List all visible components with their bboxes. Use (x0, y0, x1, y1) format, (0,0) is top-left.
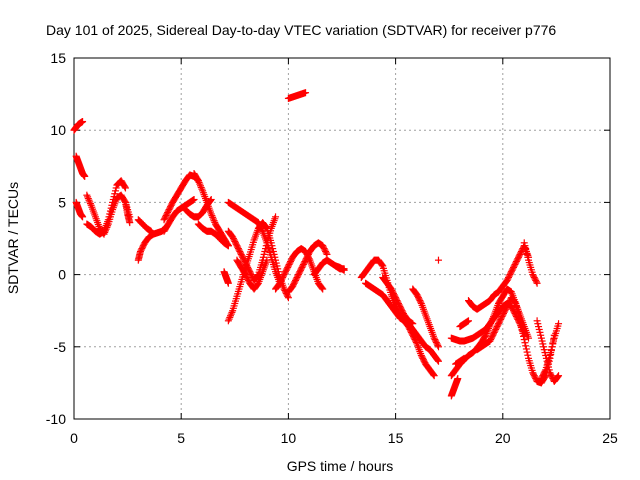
data-point (226, 313, 234, 321)
x-tick-label: 15 (388, 430, 404, 446)
data-point (429, 371, 437, 379)
data-point (79, 118, 87, 126)
data-point (532, 278, 540, 286)
x-tick-label: 10 (281, 430, 297, 446)
data-point (524, 351, 532, 359)
data-point (409, 320, 417, 328)
data-point (81, 172, 89, 180)
data-point (121, 197, 129, 205)
ticks (73, 57, 611, 420)
data-point (85, 196, 93, 204)
data-point (227, 312, 235, 320)
y-tick-label: 0 (58, 267, 66, 283)
data-point (207, 210, 215, 218)
data-point (258, 226, 266, 234)
data-point (318, 284, 326, 292)
data-points (70, 89, 563, 400)
tick-labels: 0 5 10 15 20 25 -10 -5 0 5 10 15 (46, 50, 618, 446)
data-point (84, 195, 92, 203)
data-point (209, 213, 217, 221)
data-point (434, 357, 442, 365)
y-tick-label: 15 (50, 50, 66, 66)
data-point (263, 256, 271, 264)
data-point (522, 342, 530, 350)
data-point (126, 219, 134, 227)
data-point (434, 256, 442, 264)
y-axis-title: SDTVAR / TECUs (5, 182, 21, 294)
data-point (195, 178, 203, 186)
data-point (525, 334, 533, 342)
data-point (434, 356, 442, 364)
y-tick-label: 5 (58, 194, 66, 210)
data-point (417, 298, 425, 306)
data-point (460, 354, 468, 362)
plot-frame (73, 57, 611, 420)
data-point (86, 198, 94, 206)
y-tick-label: -10 (46, 411, 66, 427)
data-point (434, 341, 442, 349)
data-point (121, 183, 129, 191)
grid (74, 58, 610, 419)
data-point (554, 373, 562, 381)
data-point (196, 180, 204, 188)
data-point (272, 213, 280, 221)
x-tick-label: 5 (177, 430, 185, 446)
data-point (79, 213, 87, 221)
y-tick-label: 10 (50, 122, 66, 138)
x-axis-title: GPS time / hours (287, 458, 394, 474)
data-point (227, 310, 235, 318)
chart-title: Day 101 of 2025, Sidereal Day-to-day VTE… (46, 22, 556, 38)
data-point (430, 372, 438, 380)
data-point (284, 292, 292, 300)
y-tick-label: -5 (54, 339, 67, 355)
data-point (224, 279, 232, 287)
data-point (224, 242, 232, 250)
data-point (522, 345, 530, 353)
data-point (228, 308, 236, 316)
x-tick-label: 0 (70, 430, 78, 446)
x-tick-label: 20 (495, 430, 511, 446)
data-point (194, 177, 202, 185)
data-point (197, 183, 205, 191)
data-point (434, 343, 442, 351)
data-point (224, 317, 232, 325)
x-tick-label: 25 (602, 430, 618, 446)
data-point (196, 182, 204, 190)
data-point (207, 196, 215, 204)
data-point (340, 266, 348, 274)
data-point (198, 185, 206, 193)
data-point (521, 339, 529, 347)
data-point (378, 261, 386, 269)
data-point (454, 375, 462, 383)
data-point (523, 348, 531, 356)
data-point (464, 317, 472, 325)
data-point (83, 191, 91, 199)
data-point (190, 196, 198, 204)
data-point (533, 279, 541, 287)
data-point (209, 215, 217, 223)
data-point (86, 200, 94, 208)
data-point (541, 367, 549, 375)
data-point (322, 249, 330, 257)
data-point (302, 89, 310, 97)
data-point (555, 372, 563, 380)
data-point (208, 212, 216, 220)
data-point (555, 320, 563, 328)
data-point (210, 217, 218, 225)
data-point (84, 193, 92, 201)
data-point (147, 227, 155, 235)
data-point (319, 285, 327, 293)
data-point (225, 315, 233, 323)
data-point (121, 184, 129, 192)
